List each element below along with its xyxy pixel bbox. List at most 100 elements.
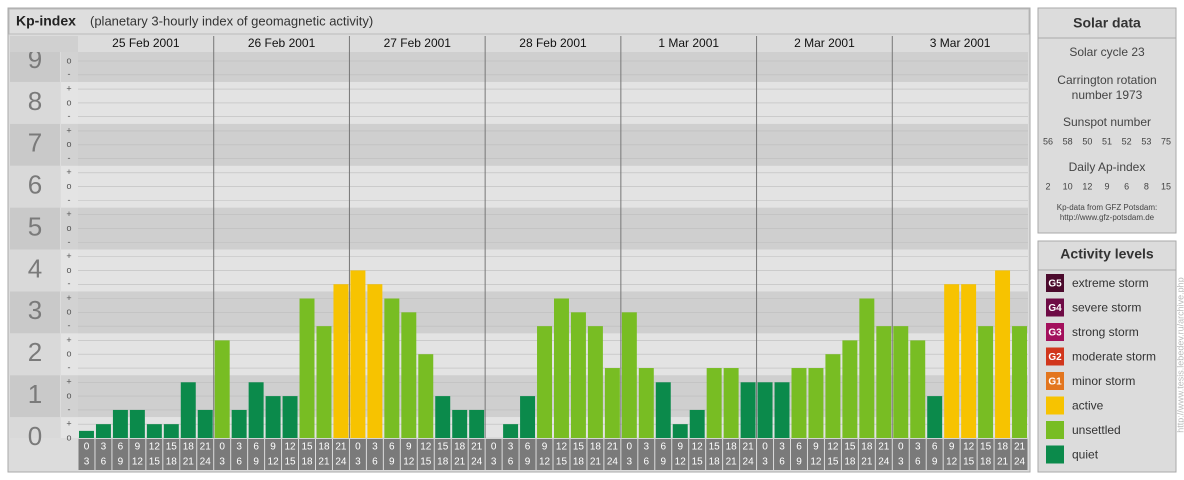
- bar: [978, 326, 994, 438]
- legend-code: G1: [1048, 377, 1062, 388]
- hour-start: 3: [644, 442, 650, 453]
- band: [10, 291, 60, 334]
- hour-end: 12: [539, 457, 551, 468]
- rotation: number 1973: [1072, 88, 1143, 102]
- hour-cell: [943, 439, 960, 470]
- band: [10, 333, 60, 376]
- sunspot-value: 75: [1161, 136, 1171, 146]
- hour-end: 21: [590, 457, 602, 468]
- sunspot-value: 56: [1043, 136, 1053, 146]
- solar-panel: [1037, 7, 1177, 234]
- bar: [825, 354, 841, 438]
- hour-cell: [994, 439, 1011, 470]
- legend-swatch: [1046, 323, 1064, 341]
- hour-end: 12: [946, 457, 958, 468]
- hour-cell: [434, 439, 451, 470]
- hour-cell: [587, 439, 604, 470]
- hour-start: 15: [980, 442, 992, 453]
- date-label: 28 Feb 2001: [519, 36, 587, 50]
- hour-end: 6: [779, 457, 785, 468]
- hour-end: 3: [84, 457, 90, 468]
- hour-cell: [774, 439, 790, 470]
- hour-start: 6: [525, 442, 531, 453]
- hour-start: 9: [270, 442, 276, 453]
- hour-cell: [553, 439, 570, 470]
- hour-start: 0: [898, 442, 904, 453]
- y-minor-label: o: [66, 55, 71, 65]
- hour-start: 0: [762, 442, 768, 453]
- hour-start: 6: [660, 442, 666, 453]
- bar: [791, 368, 807, 438]
- hour-end: 15: [827, 457, 839, 468]
- hour-end: 21: [318, 457, 330, 468]
- bar: [435, 396, 451, 438]
- hour-end: 21: [861, 457, 873, 468]
- hour-start: 9: [677, 442, 683, 453]
- hour-start: 9: [813, 442, 819, 453]
- hour-start: 0: [491, 442, 497, 453]
- hour-cell: [95, 439, 112, 470]
- bar: [503, 424, 519, 438]
- hour-start: 21: [1014, 442, 1026, 453]
- y-minor-label: o: [66, 349, 71, 359]
- hour-cell: [706, 439, 723, 470]
- hour-cell: [112, 439, 129, 470]
- hour-cell: [807, 439, 824, 470]
- bar: [129, 409, 145, 438]
- hour-start: 3: [101, 442, 107, 453]
- hour-cell: [977, 439, 994, 470]
- legend-swatch: [1046, 396, 1064, 415]
- hour-cell: [536, 439, 553, 470]
- hour-end: 6: [508, 457, 514, 468]
- hour-end: 21: [997, 457, 1009, 468]
- bar: [859, 298, 875, 438]
- hour-end: 3: [355, 457, 361, 468]
- bar: [537, 326, 552, 438]
- hour-start: 21: [335, 442, 347, 453]
- hour-end: 3: [627, 457, 633, 468]
- hour-end: 9: [253, 457, 259, 468]
- legend-swatch: [1046, 445, 1064, 464]
- y-minor-label: -: [68, 69, 71, 79]
- band: [61, 165, 78, 208]
- hour-start: 0: [355, 442, 361, 453]
- hour-cell: [417, 439, 434, 470]
- bar: [672, 424, 688, 438]
- hour-start: 3: [372, 442, 378, 453]
- hour-start: 18: [183, 442, 195, 453]
- band: [61, 291, 78, 334]
- hour-end: 15: [692, 457, 704, 468]
- hour-start: 3: [236, 442, 242, 453]
- band: [61, 417, 78, 438]
- hour-cell: [604, 439, 621, 470]
- hour-end: 6: [101, 457, 107, 468]
- y-minor-label: -: [68, 153, 71, 163]
- y-minor-label: o: [66, 390, 71, 400]
- y-minor-label: o: [66, 432, 71, 442]
- hour-cell: [841, 439, 858, 470]
- hour-end: 12: [810, 457, 822, 468]
- band: [10, 123, 60, 166]
- band: [10, 249, 60, 292]
- band: [61, 52, 78, 82]
- hour-cell: [163, 439, 180, 470]
- bar: [876, 326, 892, 438]
- y-minor-label: +: [66, 167, 71, 177]
- hour-cell: [248, 439, 265, 470]
- hour-cell: [214, 439, 231, 470]
- hour-end: 18: [844, 457, 856, 468]
- hour-cell: [791, 439, 807, 470]
- hour-cell: [638, 439, 655, 470]
- hour-start: 0: [84, 442, 90, 453]
- bar: [316, 326, 332, 438]
- hour-start: 21: [200, 442, 212, 453]
- hour-end: 9: [118, 457, 124, 468]
- hour-end: 6: [915, 457, 921, 468]
- hour-start: 6: [389, 442, 395, 453]
- bar: [299, 298, 315, 438]
- y-tick-label: 7: [28, 128, 42, 158]
- y-minor-label: -: [68, 195, 71, 205]
- y-minor-label: -: [68, 279, 71, 289]
- band: [78, 52, 1028, 82]
- hour-end: 18: [573, 457, 585, 468]
